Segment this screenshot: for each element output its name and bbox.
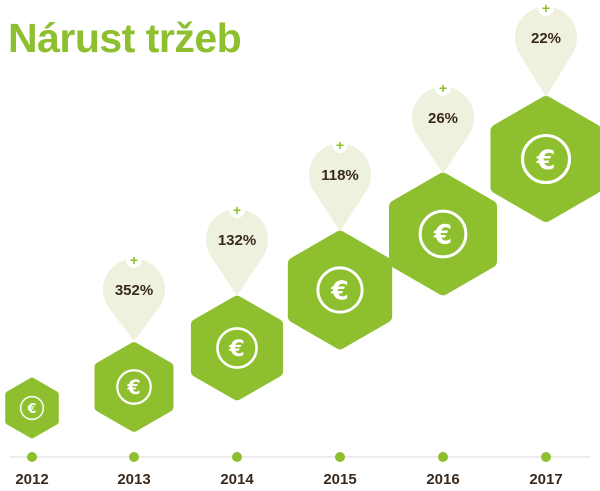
euro-icon-2016: € bbox=[433, 221, 452, 251]
growth-label-2015: 118% bbox=[321, 167, 359, 184]
revenue-hexagon-2014 bbox=[190, 295, 284, 401]
growth-bubble-2015 bbox=[309, 143, 371, 232]
growth-bubble-2014 bbox=[206, 208, 269, 296]
year-label-2014: 2014 bbox=[220, 471, 254, 488]
revenue-hexagon-2013 bbox=[94, 342, 174, 432]
plus-badge-2017 bbox=[538, 0, 554, 16]
revenue-hexagon-2012 bbox=[5, 377, 59, 439]
euro-icon-2014: € bbox=[228, 336, 245, 362]
plus-badge-2016 bbox=[435, 80, 451, 96]
year-dot-2014 bbox=[232, 452, 242, 462]
euro-icon-2012: € bbox=[26, 402, 36, 417]
plus-icon-2014: + bbox=[233, 202, 241, 218]
chart-title: Nárust tržeb bbox=[8, 15, 242, 61]
revenue-hexagon-2016 bbox=[388, 172, 498, 296]
year-label-2016: 2016 bbox=[426, 471, 459, 488]
growth-label-2014: 132% bbox=[218, 232, 256, 249]
year-dot-2013 bbox=[129, 452, 139, 462]
growth-label-2013: 352% bbox=[115, 282, 153, 299]
year-dot-2017 bbox=[541, 452, 551, 462]
growth-bubble-2016 bbox=[411, 86, 474, 174]
plus-badge-2013 bbox=[126, 252, 142, 268]
plus-icon-2013: + bbox=[130, 252, 138, 268]
euro-icon-2015: € bbox=[330, 275, 349, 305]
year-dot-2016 bbox=[438, 452, 448, 462]
plus-icon-2016: + bbox=[439, 80, 447, 96]
euro-circle-2015 bbox=[316, 266, 364, 314]
euro-icon-2017: € bbox=[536, 145, 556, 176]
revenue-hexagon-2015 bbox=[287, 230, 393, 350]
euro-circle-2014 bbox=[216, 327, 258, 369]
euro-circle-2012 bbox=[19, 395, 45, 421]
year-label-2012: 2012 bbox=[15, 471, 48, 488]
euro-circle-2016 bbox=[418, 209, 468, 259]
growth-label-2017: 22% bbox=[531, 30, 561, 47]
year-dot-2012 bbox=[27, 452, 37, 462]
euro-circle-2013 bbox=[116, 369, 152, 405]
euro-circle-2017 bbox=[520, 133, 572, 185]
plus-icon-2017: + bbox=[542, 0, 550, 16]
revenue-hexagon-2017 bbox=[490, 96, 600, 222]
year-label-2015: 2015 bbox=[323, 471, 356, 488]
year-label-2013: 2013 bbox=[117, 471, 150, 488]
growth-bubble-2017 bbox=[515, 6, 577, 98]
euro-icon-2013: € bbox=[126, 376, 140, 399]
plus-badge-2014 bbox=[229, 202, 245, 218]
plus-badge-2015 bbox=[332, 137, 348, 153]
growth-label-2016: 26% bbox=[428, 110, 458, 127]
plus-icon-2015: + bbox=[336, 137, 344, 153]
year-dot-2015 bbox=[335, 452, 345, 462]
growth-bubble-2013 bbox=[102, 258, 165, 342]
year-label-2017: 2017 bbox=[529, 471, 562, 488]
